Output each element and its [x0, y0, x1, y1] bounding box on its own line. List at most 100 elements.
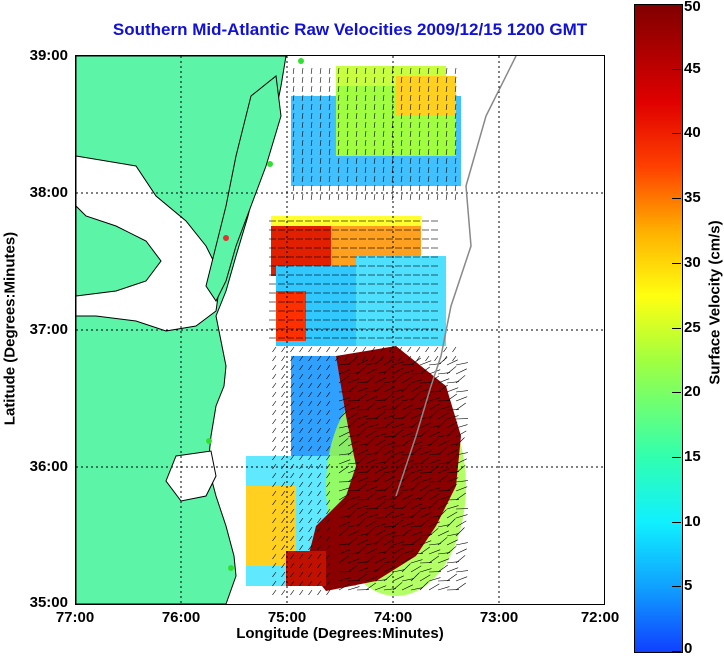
velocity-arrow — [454, 121, 457, 128]
velocity-arrow — [356, 449, 368, 456]
velocity-arrow — [301, 157, 304, 164]
velocity-arrow — [310, 175, 313, 182]
colorbar-tick-mark — [672, 262, 681, 264]
velocity-arrow — [328, 184, 331, 191]
velocity-arrow — [292, 157, 295, 164]
velocity-arrow — [346, 139, 349, 146]
velocity-arrow — [383, 393, 394, 402]
velocity-arrow — [410, 475, 422, 483]
velocity-arrow — [418, 157, 421, 164]
velocity-arrow — [374, 501, 385, 510]
velocity-arrow — [299, 418, 304, 425]
velocity-arrow — [427, 121, 430, 128]
velocity-arrow — [281, 580, 286, 587]
velocity-arrow — [337, 166, 340, 173]
velocity-arrow — [272, 508, 277, 515]
velocity-arrow — [326, 391, 331, 398]
velocity-arrow — [392, 547, 404, 555]
velocity-arrow — [301, 112, 304, 119]
velocity-arrow — [290, 535, 295, 542]
velocity-arrow — [434, 355, 439, 362]
velocity-arrow — [452, 355, 457, 362]
velocity-arrow — [454, 184, 457, 191]
velocity-arrow — [299, 472, 304, 479]
velocity-arrow — [326, 490, 331, 497]
velocity-arrow — [353, 346, 358, 353]
velocity-arrow — [364, 193, 367, 200]
velocity-arrow — [281, 562, 286, 569]
velocity-arrow — [317, 562, 322, 569]
colorbar-tick-label: 25 — [684, 318, 701, 336]
velocity-arrow — [326, 400, 331, 407]
velocity-arrow — [301, 76, 304, 83]
velocity-arrow — [455, 437, 465, 447]
velocity-arrow — [392, 541, 405, 546]
velocity-arrow — [365, 582, 376, 591]
velocity-arrow — [373, 175, 376, 182]
velocity-arrow — [290, 472, 295, 479]
velocity-arrow — [272, 526, 277, 533]
velocity-arrow — [337, 193, 340, 200]
velocity-arrow — [454, 157, 457, 164]
velocity-arrow — [301, 130, 304, 137]
velocity-arrow — [410, 497, 423, 501]
velocity-arrow — [356, 443, 369, 447]
velocity-arrow — [436, 121, 439, 128]
x-tick-label: 75:00 — [267, 609, 307, 626]
velocity-arrow — [319, 67, 322, 74]
velocity-arrow — [446, 539, 458, 546]
velocity-arrow — [436, 130, 439, 137]
velocity-arrow — [436, 103, 439, 110]
velocity-arrow — [374, 564, 385, 573]
velocity-arrow — [338, 521, 350, 528]
velocity-arrow — [365, 480, 378, 483]
velocity-arrow — [326, 364, 331, 371]
velocity-arrow — [281, 472, 286, 479]
velocity-arrow — [419, 491, 429, 501]
velocity-arrow — [410, 447, 421, 456]
velocity-arrow — [338, 369, 351, 375]
velocity-arrow — [401, 438, 412, 447]
velocity-arrow — [401, 473, 411, 483]
velocity-arrow — [364, 139, 367, 146]
velocity-arrow — [346, 157, 349, 164]
velocity-arrow — [401, 584, 413, 591]
velocity-arrow — [328, 85, 331, 92]
velocity-arrow — [419, 450, 432, 456]
velocity-arrow — [355, 85, 358, 92]
velocity-arrow — [355, 112, 358, 119]
velocity-arrow — [419, 429, 430, 438]
velocity-arrow — [382, 67, 385, 74]
velocity-arrow — [272, 472, 277, 479]
velocity-arrow — [346, 121, 349, 128]
velocity-arrow — [425, 346, 430, 353]
velocity-arrow — [319, 76, 322, 83]
colorbar-tick-mark — [672, 586, 681, 588]
velocity-arrow — [338, 425, 351, 429]
velocity-arrow — [328, 103, 331, 110]
velocity-arrow — [409, 184, 412, 191]
velocity-arrow — [455, 492, 466, 501]
velocity-arrow — [281, 544, 286, 551]
velocity-arrow — [391, 157, 394, 164]
velocity-arrow — [418, 184, 421, 191]
velocity-arrow — [326, 544, 331, 551]
velocity-arrow — [446, 456, 457, 465]
velocity-arrow — [392, 569, 405, 573]
velocity-arrow — [347, 406, 360, 411]
velocity-arrow — [346, 103, 349, 110]
velocity-arrow — [401, 501, 412, 510]
map-plot-area[interactable] — [75, 55, 605, 605]
velocity-arrow — [382, 166, 385, 173]
velocity-arrow — [290, 526, 295, 533]
velocity-arrow — [346, 112, 349, 119]
velocity-arrow — [373, 85, 376, 92]
velocity-arrow — [281, 373, 286, 380]
velocity-arrow — [365, 520, 377, 528]
velocity-arrow — [437, 434, 450, 438]
velocity-arrow — [365, 527, 375, 537]
velocity-arrow — [409, 121, 412, 128]
velocity-arrow — [374, 377, 386, 384]
velocity-arrow — [301, 184, 304, 191]
velocity-arrow — [427, 85, 430, 92]
